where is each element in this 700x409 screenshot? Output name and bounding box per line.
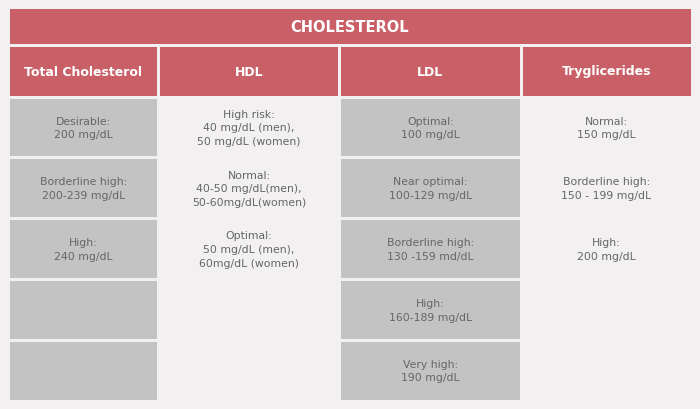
Text: Borderline high:
150 - 199 mg/dL: Borderline high: 150 - 199 mg/dL — [561, 177, 652, 200]
Text: Optimal:
50 mg/dL (men),
60mg/dL (women): Optimal: 50 mg/dL (men), 60mg/dL (women) — [199, 231, 299, 268]
Bar — [341, 342, 519, 400]
Bar — [160, 160, 338, 218]
Bar — [522, 160, 690, 218]
Text: Normal:
40-50 mg/dL(men),
50-60mg/dL(women): Normal: 40-50 mg/dL(men), 50-60mg/dL(wom… — [192, 170, 306, 207]
Text: Very high:
190 mg/dL: Very high: 190 mg/dL — [401, 359, 460, 382]
Bar — [160, 220, 338, 278]
Bar — [341, 99, 519, 157]
Bar — [160, 342, 338, 400]
Text: HDL: HDL — [234, 65, 263, 78]
Bar — [10, 220, 157, 278]
Bar — [522, 220, 690, 278]
Text: Desirable:
200 mg/dL: Desirable: 200 mg/dL — [54, 116, 113, 140]
Bar — [522, 342, 690, 400]
Bar — [341, 47, 519, 96]
Bar — [10, 160, 157, 218]
Bar — [10, 99, 157, 157]
Bar — [341, 281, 519, 339]
Bar — [160, 47, 338, 96]
Bar — [341, 220, 519, 278]
Text: CHOLESTEROL: CHOLESTEROL — [290, 20, 410, 34]
Text: Total Cholesterol: Total Cholesterol — [25, 65, 142, 78]
Text: High risk:
40 mg/dL (men),
50 mg/dL (women): High risk: 40 mg/dL (men), 50 mg/dL (wom… — [197, 110, 301, 147]
Bar — [522, 47, 690, 96]
Text: Normal:
150 mg/dL: Normal: 150 mg/dL — [578, 116, 636, 140]
Text: LDL: LDL — [417, 65, 444, 78]
Text: Near optimal:
100-129 mg/dL: Near optimal: 100-129 mg/dL — [389, 177, 472, 200]
Text: Optimal:
100 mg/dL: Optimal: 100 mg/dL — [401, 116, 460, 140]
Bar — [10, 47, 157, 96]
Text: Tryglicerides: Tryglicerides — [561, 65, 651, 78]
Bar — [160, 281, 338, 339]
Bar — [10, 342, 157, 400]
Bar — [522, 281, 690, 339]
Text: High:
200 mg/dL: High: 200 mg/dL — [577, 238, 636, 261]
Bar — [10, 9, 690, 45]
Text: High:
240 mg/dL: High: 240 mg/dL — [54, 238, 113, 261]
Text: Borderline high:
200-239 mg/dL: Borderline high: 200-239 mg/dL — [40, 177, 127, 200]
Bar — [10, 281, 157, 339]
Text: Borderline high:
130 -159 md/dL: Borderline high: 130 -159 md/dL — [386, 238, 474, 261]
Text: High:
160-189 mg/dL: High: 160-189 mg/dL — [389, 298, 472, 322]
Bar — [341, 160, 519, 218]
Bar — [160, 99, 338, 157]
Bar — [522, 99, 690, 157]
